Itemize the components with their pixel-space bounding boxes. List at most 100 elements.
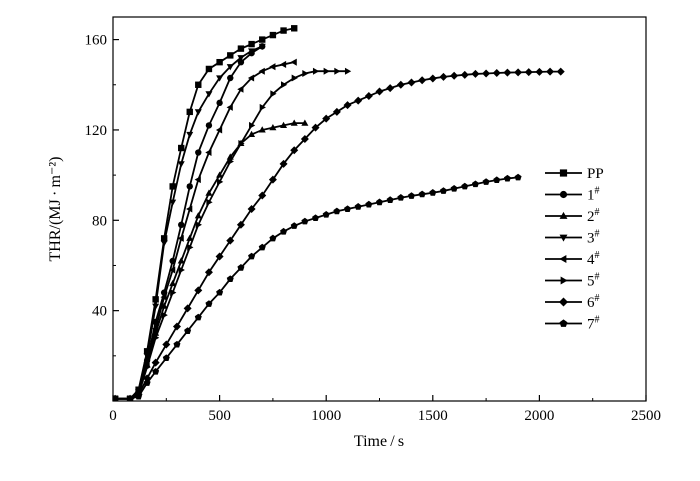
data-point xyxy=(237,58,245,66)
data-point xyxy=(397,194,405,201)
data-point xyxy=(169,266,176,274)
data-point xyxy=(386,196,394,203)
data-point xyxy=(236,220,245,229)
data-point xyxy=(302,69,309,77)
data-point xyxy=(204,268,213,277)
data-point xyxy=(215,126,223,134)
data-point xyxy=(226,236,235,245)
plot-frame xyxy=(112,16,647,402)
data-point xyxy=(428,74,437,83)
data-point xyxy=(344,205,352,212)
data-point xyxy=(178,221,185,229)
series-3 xyxy=(113,119,309,401)
data-point xyxy=(259,36,266,43)
data-point xyxy=(269,234,277,242)
x-tick-label: 2500 xyxy=(631,408,661,424)
data-point xyxy=(365,200,373,208)
data-point xyxy=(217,178,224,186)
data-point xyxy=(407,78,416,87)
data-point xyxy=(144,363,151,371)
data-point xyxy=(535,67,544,76)
data-point xyxy=(503,68,512,77)
series-7 xyxy=(113,67,565,401)
data-point xyxy=(160,240,168,247)
data-point xyxy=(186,108,193,116)
data-point xyxy=(113,395,119,401)
data-point xyxy=(334,67,341,75)
data-point xyxy=(169,279,177,287)
data-point xyxy=(195,149,202,156)
data-point xyxy=(312,214,320,222)
data-point xyxy=(439,72,448,81)
legend-entry: 4# xyxy=(545,250,600,268)
data-point xyxy=(153,334,160,342)
data-point xyxy=(178,266,185,274)
data-point xyxy=(269,31,277,39)
data-point xyxy=(396,80,405,89)
data-point xyxy=(439,187,447,194)
legend-label: 5# xyxy=(587,272,600,290)
data-point xyxy=(247,74,255,82)
data-point xyxy=(343,101,352,110)
axes: 0 500 1000 1500 2000 2500 40 80 120 160 xyxy=(85,33,662,424)
series-line xyxy=(115,27,295,400)
data-point xyxy=(186,205,193,213)
data-point xyxy=(482,69,491,78)
data-point xyxy=(332,107,341,116)
data-point xyxy=(280,121,288,128)
data-point xyxy=(227,74,234,82)
data-point xyxy=(258,191,267,200)
legend-label: 7# xyxy=(587,315,600,333)
data-point xyxy=(312,67,320,75)
legend-entry: PP xyxy=(545,166,604,182)
data-point xyxy=(333,207,341,215)
data-point xyxy=(258,243,266,251)
x-tick-label: 1000 xyxy=(311,408,341,424)
data-point xyxy=(290,119,298,126)
x-tick-label: 1500 xyxy=(418,408,448,424)
data-point xyxy=(178,144,185,152)
data-point xyxy=(471,180,479,188)
data-point xyxy=(364,92,373,101)
legend-marker xyxy=(559,319,568,327)
data-point xyxy=(279,159,288,168)
data-point xyxy=(301,119,309,126)
data-point xyxy=(269,124,277,131)
data-point xyxy=(291,25,298,32)
data-point xyxy=(177,161,185,168)
data-point xyxy=(173,340,181,348)
data-point xyxy=(187,243,194,251)
data-point xyxy=(216,75,224,82)
data-point xyxy=(194,286,203,295)
data-point xyxy=(279,60,287,68)
data-point xyxy=(258,67,265,75)
series-line xyxy=(115,45,263,400)
legend-label: 3# xyxy=(587,229,600,247)
data-point xyxy=(546,67,555,76)
data-point xyxy=(376,198,383,206)
y-tick-label: 80 xyxy=(92,213,107,229)
data-point xyxy=(556,67,565,76)
data-point xyxy=(322,114,331,123)
data-point xyxy=(344,67,352,75)
data-point xyxy=(216,288,224,296)
legend-marker xyxy=(559,234,568,242)
plot-area xyxy=(113,25,565,401)
data-point xyxy=(161,311,168,319)
legend-entry: 2# xyxy=(545,207,600,225)
legend-label: 1# xyxy=(587,186,600,204)
data-point xyxy=(493,176,501,184)
data-point xyxy=(311,123,320,132)
data-point xyxy=(471,69,480,78)
legend-entry: 6# xyxy=(545,293,600,311)
legend-marker xyxy=(559,297,568,307)
data-point xyxy=(248,48,256,55)
legend: PP 1# 2# 3# 4# 5# 6# 7# xyxy=(545,166,604,333)
legend-entry: 5# xyxy=(545,272,600,290)
data-point xyxy=(248,252,256,260)
data-point xyxy=(162,354,170,362)
data-point xyxy=(450,71,459,80)
legend-entry: 3# xyxy=(545,229,600,247)
data-point xyxy=(269,63,276,71)
data-point xyxy=(418,76,427,85)
